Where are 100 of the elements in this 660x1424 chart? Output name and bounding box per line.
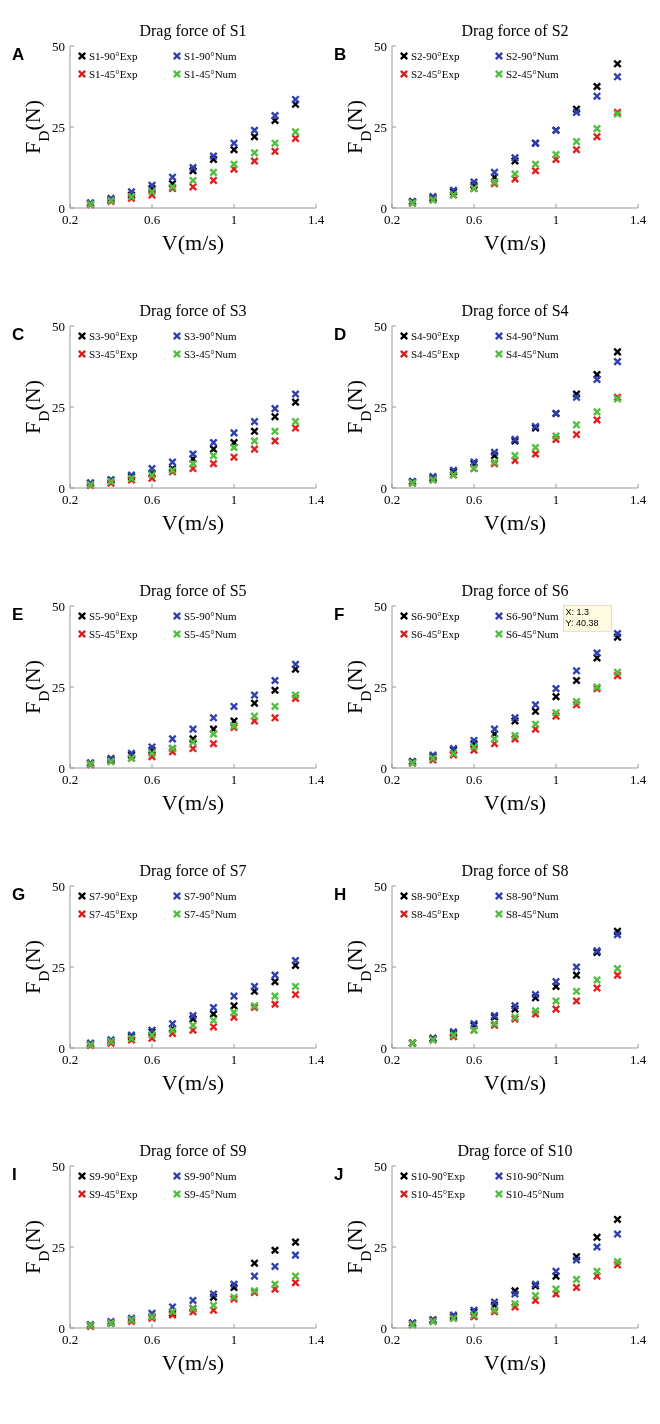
legend-label: S5-90°Num xyxy=(184,609,238,622)
x-tick-label: 1 xyxy=(552,1332,560,1347)
y-tick-label: 50 xyxy=(374,598,387,614)
annotation: X: 1.3 Y: 40.38 xyxy=(565,607,599,629)
x-tick-label: 1 xyxy=(230,1052,238,1067)
text: I xyxy=(12,1165,17,1184)
legend-label: S7-45°Exp xyxy=(89,907,138,920)
x-axis-title: V(m/s) xyxy=(161,230,225,255)
legend-label: S8-45°Exp xyxy=(411,907,460,920)
text: B xyxy=(334,45,347,64)
text: C xyxy=(12,325,25,344)
x-tick-label: 1.4 xyxy=(629,1332,647,1347)
x-axis-title: V(m/s) xyxy=(483,230,547,255)
x-axis-title: V(m/s) xyxy=(161,1070,225,1095)
text: G xyxy=(12,885,26,904)
x-axis-title: V(m/s) xyxy=(483,1070,547,1095)
legend-label: S6-45°Exp xyxy=(411,627,460,640)
x-tick-label: 0.6 xyxy=(143,492,161,507)
legend-label: S3-90°Exp xyxy=(89,329,138,342)
x-tick-label: 1.4 xyxy=(307,1052,325,1067)
y-tick-label: 25 xyxy=(52,399,65,415)
legend-label: S5-45°Num xyxy=(184,627,238,640)
legend-label: S8-90°Exp xyxy=(411,889,460,902)
legend-label: S2-45°Exp xyxy=(411,67,460,80)
x-tick-label: 1.4 xyxy=(307,772,325,787)
x-tick-label: 0.6 xyxy=(465,772,483,787)
x-tick-label: 1.4 xyxy=(629,1052,647,1067)
chart-title: Drag force of S10 xyxy=(457,1142,573,1160)
y-tick-label: 50 xyxy=(374,38,387,54)
legend-label: S4-90°Exp xyxy=(411,329,460,342)
x-axis-title: V(m/s) xyxy=(483,1350,547,1375)
y-tick-label: 25 xyxy=(52,1239,65,1255)
x-tick-label: 1 xyxy=(552,492,560,507)
x-tick-label: 1 xyxy=(552,772,560,787)
x-tick-label: 1 xyxy=(230,1332,238,1347)
legend-label: S9-90°Exp xyxy=(89,1169,138,1182)
legend-label: S9-45°Num xyxy=(184,1187,238,1200)
chart-title: Drag force of S6 xyxy=(461,582,569,600)
legend-label: S10-90°Exp xyxy=(411,1169,466,1182)
x-tick-label: 0.6 xyxy=(143,772,161,787)
y-tick-label: 25 xyxy=(374,1239,387,1255)
text: H xyxy=(334,885,347,904)
legend-label: S9-45°Exp xyxy=(89,1187,138,1200)
y-tick-label: 50 xyxy=(52,1158,65,1174)
x-tick-label: 1 xyxy=(552,212,560,227)
legend-label: S6-90°Exp xyxy=(411,609,460,622)
y-tick-label: 50 xyxy=(374,878,387,894)
text: E xyxy=(12,605,24,624)
x-tick-label: 0.6 xyxy=(465,1052,483,1067)
x-tick-label: 0.6 xyxy=(465,1332,483,1347)
x-tick-label: 0.6 xyxy=(143,1052,161,1067)
chart-title: Drag force of S9 xyxy=(139,1142,247,1160)
legend-label: S6-90°Num xyxy=(506,609,560,622)
x-tick-label: 0.6 xyxy=(143,1332,161,1347)
x-tick-label: 1.4 xyxy=(307,492,325,507)
y-tick-label: 50 xyxy=(52,318,65,334)
x-tick-label: 1 xyxy=(230,212,238,227)
legend-label: S7-45°Num xyxy=(184,907,238,920)
legend-label: S3-90°Num xyxy=(184,329,238,342)
legend-label: S1-90°Exp xyxy=(89,49,138,62)
x-tick-label: 0.6 xyxy=(143,212,161,227)
y-tick-label: 25 xyxy=(52,679,65,695)
legend-label: S2-90°Exp xyxy=(411,49,460,62)
x-axis-title: V(m/s) xyxy=(161,790,225,815)
y-tick-label: 50 xyxy=(374,318,387,334)
legend-label: S10-45°Exp xyxy=(411,1187,466,1200)
text: J xyxy=(334,1165,344,1184)
x-axis-title: V(m/s) xyxy=(483,510,547,535)
y-tick-label: 25 xyxy=(374,399,387,415)
legend-label: S4-45°Exp xyxy=(411,347,460,360)
legend-label: S1-45°Exp xyxy=(89,67,138,80)
chart-title: Drag force of S3 xyxy=(139,302,247,320)
x-axis-title: V(m/s) xyxy=(161,510,225,535)
chart-title: Drag force of S5 xyxy=(139,582,247,600)
chart-title: Drag force of S2 xyxy=(461,22,569,40)
x-tick-label: 1 xyxy=(552,1052,560,1067)
legend-label: S8-90°Num xyxy=(506,889,560,902)
x-tick-label: 1 xyxy=(230,772,238,787)
legend-label: S8-45°Num xyxy=(506,907,560,920)
y-tick-label: 50 xyxy=(52,38,65,54)
legend-label: S7-90°Exp xyxy=(89,889,138,902)
x-tick-label: 1.4 xyxy=(307,212,325,227)
y-tick-label: 25 xyxy=(374,119,387,135)
chart-title: Drag force of S4 xyxy=(461,302,569,320)
x-tick-label: 0.6 xyxy=(465,212,483,227)
legend-label: S5-90°Exp xyxy=(89,609,138,622)
legend-label: S10-45°Num xyxy=(506,1187,565,1200)
x-tick-label: 1.4 xyxy=(629,492,647,507)
x-tick-label: 1 xyxy=(230,492,238,507)
legend-label: S3-45°Exp xyxy=(89,347,138,360)
x-axis-title: V(m/s) xyxy=(483,790,547,815)
x-tick-label: 1.4 xyxy=(629,772,647,787)
y-tick-label: 50 xyxy=(374,1158,387,1174)
text: F xyxy=(334,605,345,624)
y-tick-label: 25 xyxy=(52,959,65,975)
legend-label: S2-45°Num xyxy=(506,67,560,80)
legend-label: S7-90°Num xyxy=(184,889,238,902)
y-tick-label: 25 xyxy=(374,679,387,695)
legend-label: S2-90°Num xyxy=(506,49,560,62)
y-tick-label: 25 xyxy=(374,959,387,975)
